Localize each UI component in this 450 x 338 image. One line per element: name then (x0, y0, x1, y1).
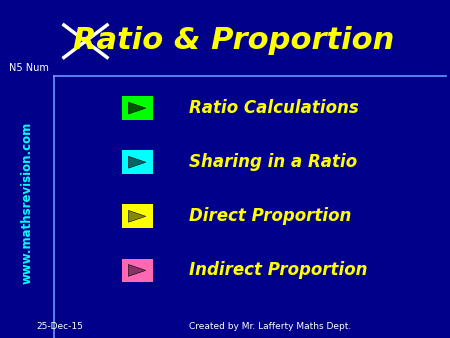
Text: Sharing in a Ratio: Sharing in a Ratio (189, 153, 357, 171)
Polygon shape (128, 102, 146, 114)
Polygon shape (128, 156, 146, 168)
Text: Direct Proportion: Direct Proportion (189, 207, 351, 225)
FancyBboxPatch shape (122, 96, 153, 120)
Text: N5 Num: N5 Num (9, 63, 49, 73)
FancyBboxPatch shape (122, 150, 153, 174)
Text: Created by Mr. Lafferty Maths Dept.: Created by Mr. Lafferty Maths Dept. (189, 322, 351, 331)
Polygon shape (128, 264, 146, 276)
Text: Indirect Proportion: Indirect Proportion (189, 261, 368, 280)
FancyBboxPatch shape (122, 204, 153, 228)
Polygon shape (128, 210, 146, 222)
Text: www.mathsrevision.com: www.mathsrevision.com (21, 122, 33, 284)
Text: Ratio Calculations: Ratio Calculations (189, 99, 359, 117)
Text: Ratio & Proportion: Ratio & Proportion (73, 26, 395, 55)
Text: 25-Dec-15: 25-Dec-15 (36, 322, 83, 331)
FancyBboxPatch shape (122, 259, 153, 282)
